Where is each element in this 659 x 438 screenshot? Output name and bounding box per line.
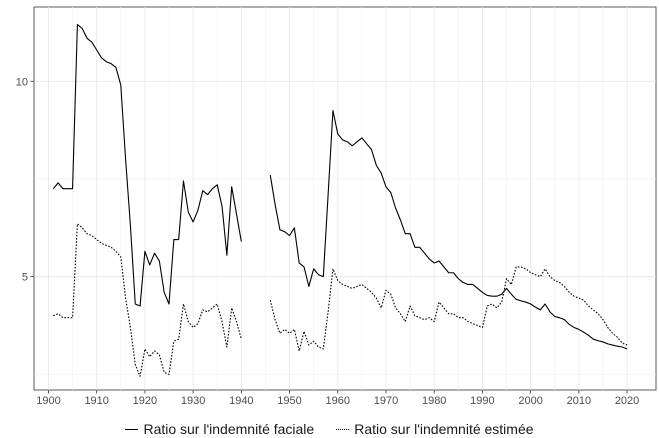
legend: Ratio sur l'indemnité faciale Ratio sur … <box>0 420 659 438</box>
plot-panel <box>33 6 657 391</box>
x-tick-label: 1900 <box>36 395 60 407</box>
legend-label-estimee: Ratio sur l'indemnité estimée <box>354 421 534 437</box>
x-tick-label: 1990 <box>470 395 494 407</box>
major-gridlines <box>34 7 656 390</box>
legend-item-estimee: Ratio sur l'indemnité estimée <box>336 421 534 437</box>
x-tick-label: 1910 <box>84 395 108 407</box>
legend-key-solid <box>125 428 139 430</box>
legend-item-faciale: Ratio sur l'indemnité faciale <box>125 421 314 437</box>
x-tick-label: 1960 <box>326 395 350 407</box>
line-chart: 1900 1910 1920 1930 1940 1950 1960 1970 1980 1990… <box>16 6 657 407</box>
x-tick-label: 2000 <box>518 395 542 407</box>
y-tick-label: 5 <box>22 272 28 284</box>
x-tick-label: 1920 <box>133 395 157 407</box>
x-tick-label: 2010 <box>567 395 591 407</box>
series-line-faciale-segment-2 <box>269 110 628 350</box>
series-line-estimee-segment-2 <box>269 266 628 352</box>
series-layer <box>52 24 628 377</box>
x-tick-label: 1930 <box>181 395 205 407</box>
series-line-estimee-segment-1 <box>53 223 242 377</box>
x-tick-label: 1980 <box>422 395 446 407</box>
legend-key-dotted <box>336 428 350 430</box>
y-tick-label: 10 <box>16 76 28 88</box>
legend-label-faciale: Ratio sur l'indemnité faciale <box>143 421 315 437</box>
series-line-faciale-segment-1 <box>52 24 242 307</box>
x-tick-label: 1970 <box>374 395 398 407</box>
x-tick-label: 2020 <box>615 395 639 407</box>
x-tick-label: 1940 <box>229 395 253 407</box>
x-tick-label: 1950 <box>277 395 301 407</box>
y-axis: 5 10 <box>16 76 34 284</box>
minor-gridlines <box>34 7 656 390</box>
x-axis: 1900 1910 1920 1930 1940 1950 1960 1970 1980 1990… <box>36 390 639 407</box>
